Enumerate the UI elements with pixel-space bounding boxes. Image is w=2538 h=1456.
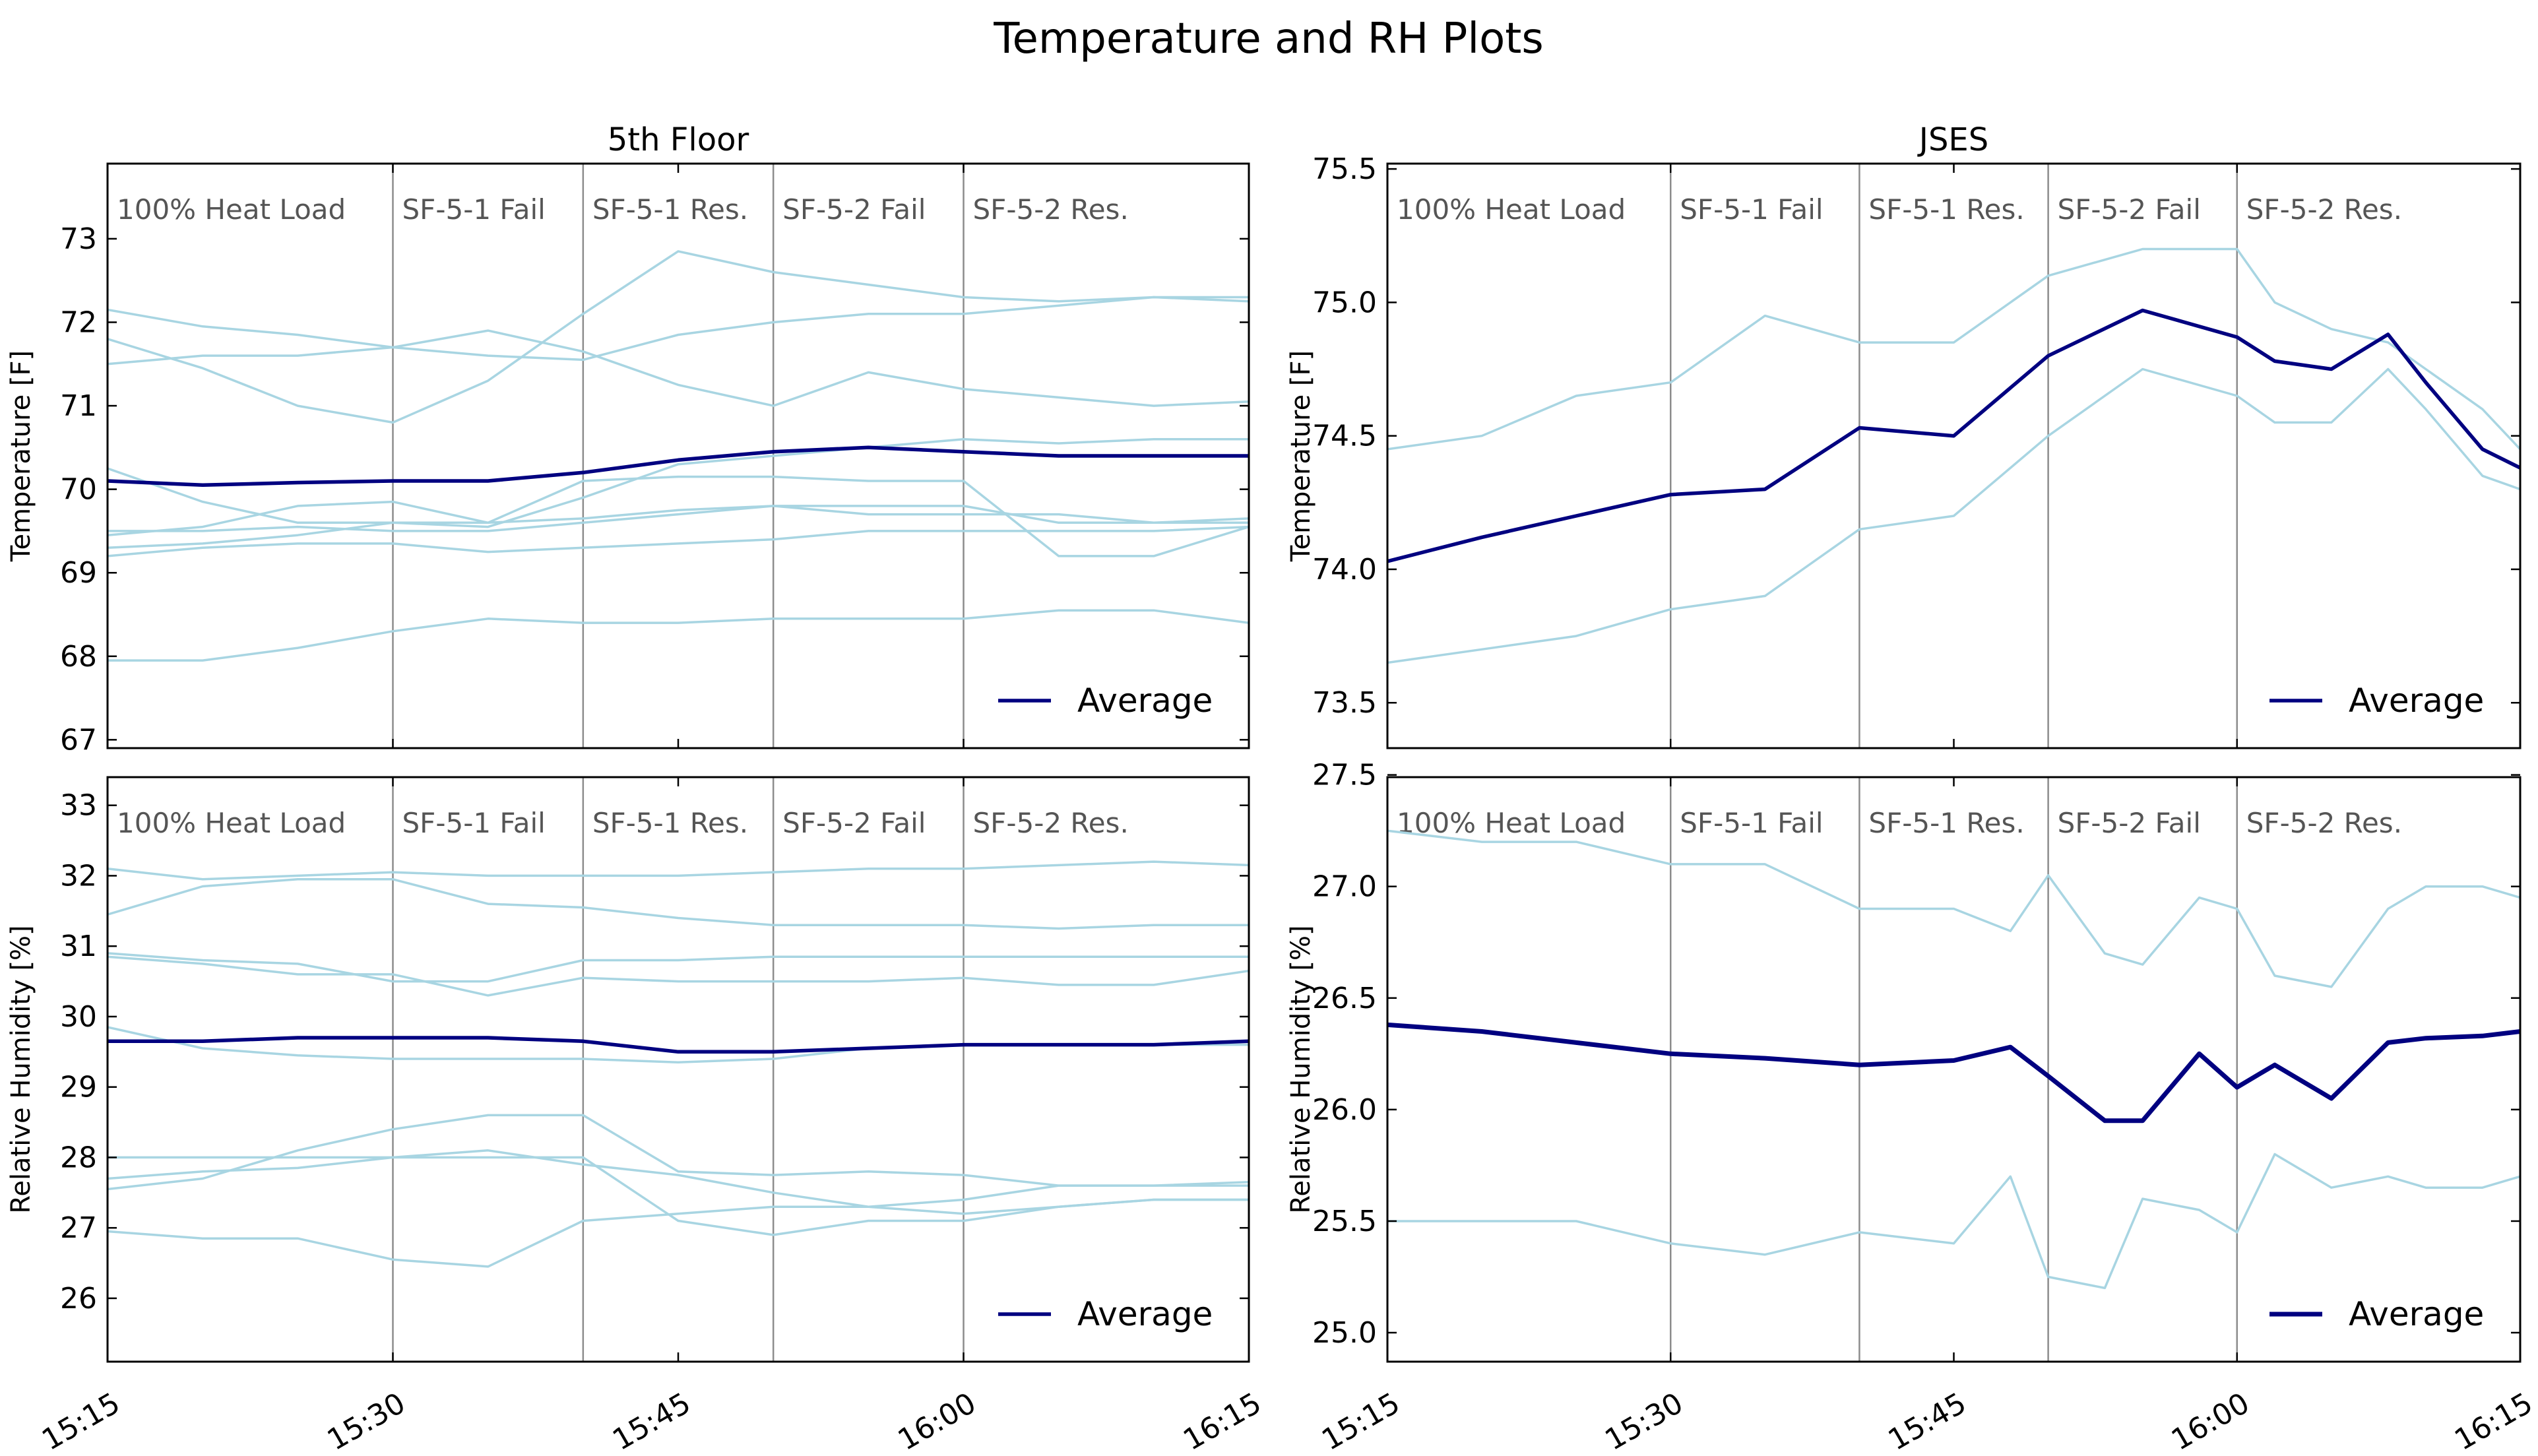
- y-tick-label: 71: [60, 389, 97, 423]
- sensor-series-line: [108, 952, 1249, 983]
- y-tick-label: 68: [60, 640, 97, 674]
- sensor-series-line: [108, 505, 1249, 549]
- sensor-series-line: [108, 296, 1249, 362]
- sensor-series-line: [108, 1149, 1249, 1208]
- phase-label: SF-5-2 Res.: [973, 807, 1129, 839]
- legend-label: Average: [1077, 1295, 1213, 1333]
- y-axis-label: Relative Humidity [%]: [6, 925, 36, 1213]
- sensor-series-line: [108, 505, 1249, 532]
- y-tick-label: 27.0: [1312, 870, 1377, 904]
- y-tick-label: 70: [60, 473, 97, 507]
- phase-label: 100% Heat Load: [117, 807, 346, 839]
- y-tick-label: 25.5: [1312, 1205, 1377, 1238]
- sensor-series-line: [108, 475, 1249, 557]
- phase-label: SF-5-1 Fail: [402, 807, 546, 839]
- phase-label: SF-5-2 Fail: [2058, 807, 2201, 839]
- phase-label: SF-5-2 Res.: [2246, 193, 2402, 226]
- panel-temp-jses: 100% Heat Load SF-5-1 Fail SF-5-1 Res. SF-5…: [1286, 121, 2522, 749]
- y-tick-label: 75.5: [1312, 152, 1377, 186]
- phase-label: SF-5-1 Res.: [1868, 807, 2024, 839]
- y-tick-label: 28: [60, 1141, 97, 1174]
- phase-label: SF-5-1 Res.: [1868, 193, 2024, 226]
- sensor-series-line: [108, 250, 1249, 424]
- average-series-line: [108, 445, 1249, 488]
- y-tick-label: 73: [60, 222, 97, 256]
- sensor-series-line: [1387, 829, 2520, 988]
- phase-label: SF-5-1 Res.: [592, 807, 748, 839]
- y-tick-label: 26: [60, 1282, 97, 1315]
- sensor-series-line: [108, 1156, 1249, 1236]
- plot-area: [1387, 777, 2520, 1362]
- sensor-series-line: [108, 525, 1249, 557]
- plot-area: [1387, 164, 2520, 748]
- y-axis-label: Relative Humidity [%]: [1286, 925, 1316, 1213]
- sensor-series-line: [108, 860, 1249, 881]
- y-axis-label: Temperature [F]: [1286, 350, 1316, 562]
- sensor-series-line: [108, 609, 1249, 662]
- average-series-line: [1387, 308, 2520, 563]
- phase-label: SF-5-2 Res.: [2246, 807, 2402, 839]
- sensor-series-line: [108, 437, 1249, 528]
- y-tick-label: 29: [60, 1071, 97, 1104]
- y-tick-label: 74.5: [1312, 420, 1377, 453]
- panel-title: 5th Floor: [608, 121, 749, 158]
- phase-label: SF-5-1 Res.: [592, 193, 748, 226]
- legend-label: Average: [2349, 681, 2484, 720]
- y-tick-label: 26.5: [1312, 982, 1377, 1015]
- phase-label: SF-5-2 Fail: [782, 807, 926, 839]
- phase-label: 100% Heat Load: [117, 193, 346, 226]
- y-tick-label: 31: [60, 930, 97, 963]
- y-tick-label: 25.0: [1312, 1316, 1377, 1350]
- phase-label: 100% Heat Load: [1397, 193, 1626, 226]
- sensor-series-line: [108, 329, 1249, 407]
- phase-label: SF-5-2 Res.: [973, 193, 1129, 226]
- y-tick-label: 30: [60, 1000, 97, 1034]
- average-series-line: [1387, 1022, 2520, 1124]
- y-tick-label: 27.5: [1312, 759, 1377, 792]
- y-tick-label: 32: [60, 859, 97, 893]
- y-tick-label: 26.0: [1312, 1093, 1377, 1127]
- sensor-series-line: [1387, 367, 2520, 664]
- phase-label: SF-5-1 Fail: [1680, 807, 1823, 839]
- phase-label: SF-5-1 Fail: [1680, 193, 1823, 226]
- sensor-series-line: [108, 878, 1249, 930]
- legend-label: Average: [1077, 681, 1213, 720]
- phase-label: 100% Heat Load: [1397, 807, 1626, 839]
- sensor-series-line: [108, 955, 1249, 997]
- y-tick-label: 69: [60, 556, 97, 590]
- y-tick-label: 75.0: [1312, 286, 1377, 319]
- figure-title: Temperature and RH Plots: [993, 15, 1543, 63]
- phase-label: SF-5-1 Fail: [402, 193, 546, 226]
- y-tick-label: 33: [60, 789, 97, 823]
- y-tick-label: 27: [60, 1211, 97, 1245]
- y-tick-label: 72: [60, 305, 97, 339]
- y-tick-label: 74.0: [1312, 553, 1377, 586]
- y-axis-label: Temperature [F]: [6, 350, 36, 562]
- panel-rh-jses: 100% Heat Load SF-5-1 Fail SF-5-1 Res. SF-5…: [1286, 759, 2538, 1456]
- sensor-series-line: [1387, 1153, 2520, 1290]
- panel-rh-5th: 100% Heat Load SF-5-1 Fail SF-5-1 Res. SF-5…: [6, 776, 1267, 1456]
- phase-label: SF-5-2 Fail: [782, 193, 926, 226]
- average-series-line: [108, 1036, 1249, 1054]
- legend-label: Average: [2349, 1295, 2484, 1333]
- panel-temp-5th: 100% Heat Load SF-5-1 Fail SF-5-1 Res. SF-5…: [6, 121, 1250, 757]
- y-tick-label: 73.5: [1312, 686, 1377, 720]
- phase-label: SF-5-2 Fail: [2058, 193, 2201, 226]
- panel-title: JSES: [1917, 121, 1988, 158]
- y-tick-label: 67: [60, 723, 97, 757]
